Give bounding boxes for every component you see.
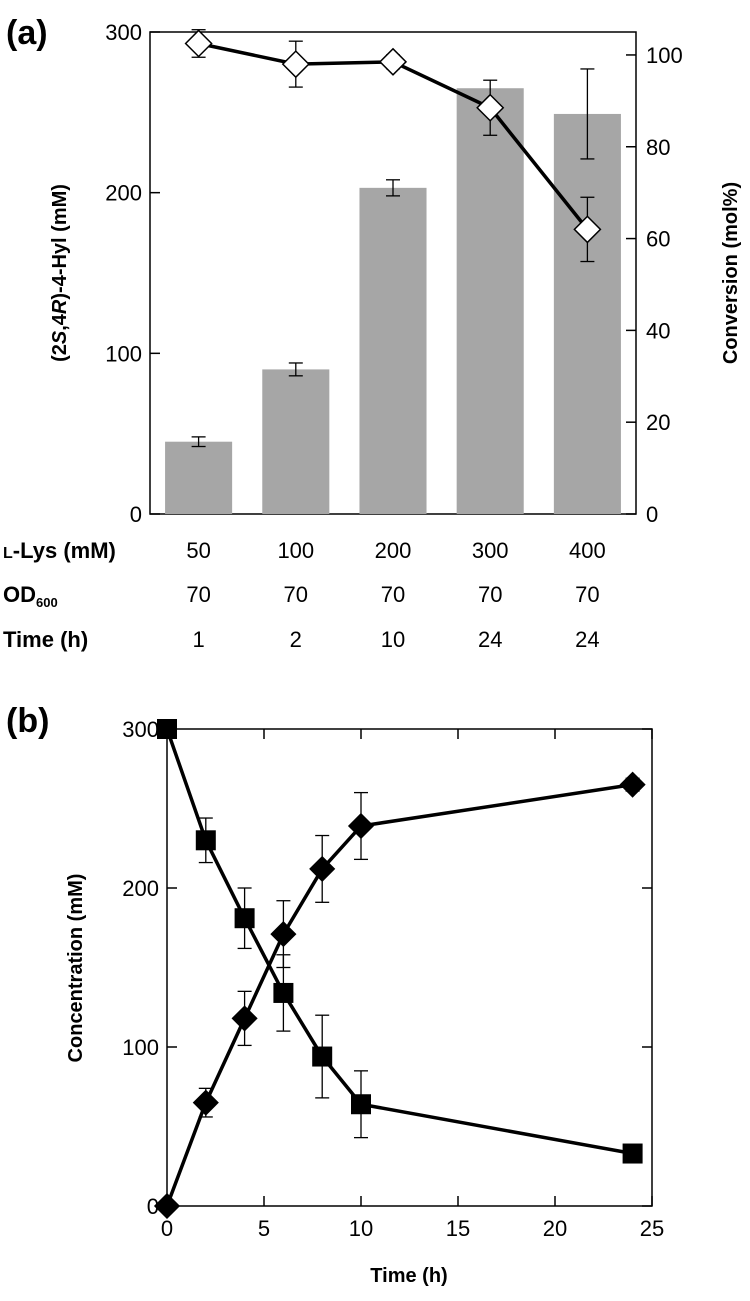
conversion-point (184, 29, 213, 58)
condition-label-od: OD600 (3, 582, 58, 610)
panel-b-plot-frame (166, 728, 653, 1207)
conversion-series (184, 29, 602, 263)
series-line--2s-4r-4-hyl (165, 782, 633, 1207)
x-tick-label: 0 (161, 1216, 173, 1241)
right-y-axis-title: Conversion (mol%) (720, 182, 742, 364)
hyl-point (347, 812, 375, 840)
y-axis-ticks: 0 100 200 300 (122, 717, 652, 1219)
conversion-point (378, 47, 408, 76)
right-y-tick-label: 60 (646, 227, 670, 252)
x-tick-label: 20 (543, 1216, 567, 1241)
ylabel-part: R (49, 299, 71, 314)
bar-200 (359, 187, 427, 514)
condition-value: 24 (478, 627, 502, 652)
condition-value: 200 (375, 538, 412, 563)
left-y-tick-label: 300 (105, 20, 142, 45)
x-tick-label: 5 (258, 1216, 270, 1241)
lys-point (273, 982, 294, 1003)
panel-b-label: (b) (6, 702, 49, 740)
conversion-point (281, 50, 310, 79)
lys-point (157, 719, 177, 739)
condition-value: 24 (575, 627, 599, 652)
condition-value: 70 (381, 582, 405, 607)
condition-value: 70 (284, 582, 308, 607)
panel-b: (b) 0 5 10 15 20 25 0 100 200 300 Time (h) Conce… (6, 702, 664, 1287)
left-y-axis-title: (2S,4R)-4-Hyl (mM) (49, 184, 71, 362)
y-tick-label: 0 (147, 1194, 159, 1219)
conversion-point (573, 215, 602, 244)
condition-label-lys: L-Lys (mM) (3, 538, 116, 563)
x-axis-ticks: 0 5 10 15 20 25 (161, 729, 664, 1241)
lys-point (622, 1143, 643, 1164)
panel-a: (a) 0 100 200 300 0 20 40 60 80 100 (2S,4R)-4-Hy… (3, 14, 742, 652)
right-y-tick-label: 0 (646, 502, 658, 527)
lys-point (312, 1046, 333, 1067)
condition-values: 50 100 200 300 400 70 70 70 70 70 1 2 10 24 24 (186, 538, 605, 652)
bar-50 (165, 441, 233, 514)
hyl-point (270, 921, 297, 948)
bar-series (165, 88, 621, 514)
series-line-l-lys (165, 728, 633, 1156)
hyl-point (192, 1089, 219, 1116)
condition-label-time: Time (h) (3, 627, 88, 652)
condition-value: 100 (277, 538, 314, 563)
y-tick-label: 300 (122, 717, 159, 742)
right-y-tick-label: 100 (646, 43, 683, 68)
lys-label-main: -Lys (mM) (13, 538, 116, 563)
hyl-point (619, 771, 646, 798)
left-y-tick-label: 0 (130, 502, 142, 527)
ylabel-part: )-4-Hyl (mM) (49, 184, 71, 300)
bar-400 (553, 113, 621, 514)
left-y-tick-label: 100 (105, 341, 142, 366)
x-tick-label: 25 (640, 1216, 664, 1241)
bar-100 (262, 369, 330, 514)
right-y-axis-ticks: 0 20 40 60 80 100 (626, 43, 683, 527)
ylabel-part: ,4 (49, 313, 71, 331)
right-y-tick-label: 20 (646, 410, 670, 435)
y-axis-title: Concentration (mM) (65, 874, 87, 1063)
lys-point (351, 1094, 371, 1115)
lys-prefix: L (3, 545, 13, 562)
lys-point (234, 908, 255, 929)
x-axis-title: Time (h) (370, 1265, 447, 1287)
ylabel-part: S (49, 330, 71, 344)
time-course-series (153, 719, 646, 1220)
condition-value: 70 (186, 582, 210, 607)
y-tick-label: 100 (122, 1035, 159, 1060)
left-y-tick-label: 200 (105, 181, 142, 206)
right-y-tick-label: 80 (646, 135, 670, 160)
x-tick-label: 15 (446, 1216, 470, 1241)
condition-value: 50 (186, 538, 210, 563)
lys-point (195, 830, 216, 851)
left-y-axis-ticks: 0 100 200 300 (105, 20, 160, 527)
condition-value: 400 (569, 538, 606, 563)
condition-value: 2 (290, 627, 302, 652)
condition-value: 1 (192, 627, 204, 652)
panel-a-label: (a) (6, 14, 48, 52)
condition-value: 300 (472, 538, 509, 563)
bar-error-bars (191, 68, 595, 448)
ylabel-part: (2 (49, 344, 71, 362)
hyl-point (153, 1192, 181, 1220)
conversion-point (476, 93, 505, 122)
right-y-tick-label: 40 (646, 318, 670, 343)
od-label-main: OD (3, 582, 36, 607)
y-tick-label: 200 (122, 876, 159, 901)
condition-value: 70 (575, 582, 599, 607)
x-tick-label: 10 (349, 1216, 373, 1241)
condition-value: 70 (478, 582, 502, 607)
hyl-point (309, 855, 336, 882)
condition-value: 10 (381, 627, 405, 652)
hyl-point (231, 1005, 258, 1032)
od-label-sub: 600 (36, 595, 58, 610)
bar-300 (456, 88, 524, 514)
